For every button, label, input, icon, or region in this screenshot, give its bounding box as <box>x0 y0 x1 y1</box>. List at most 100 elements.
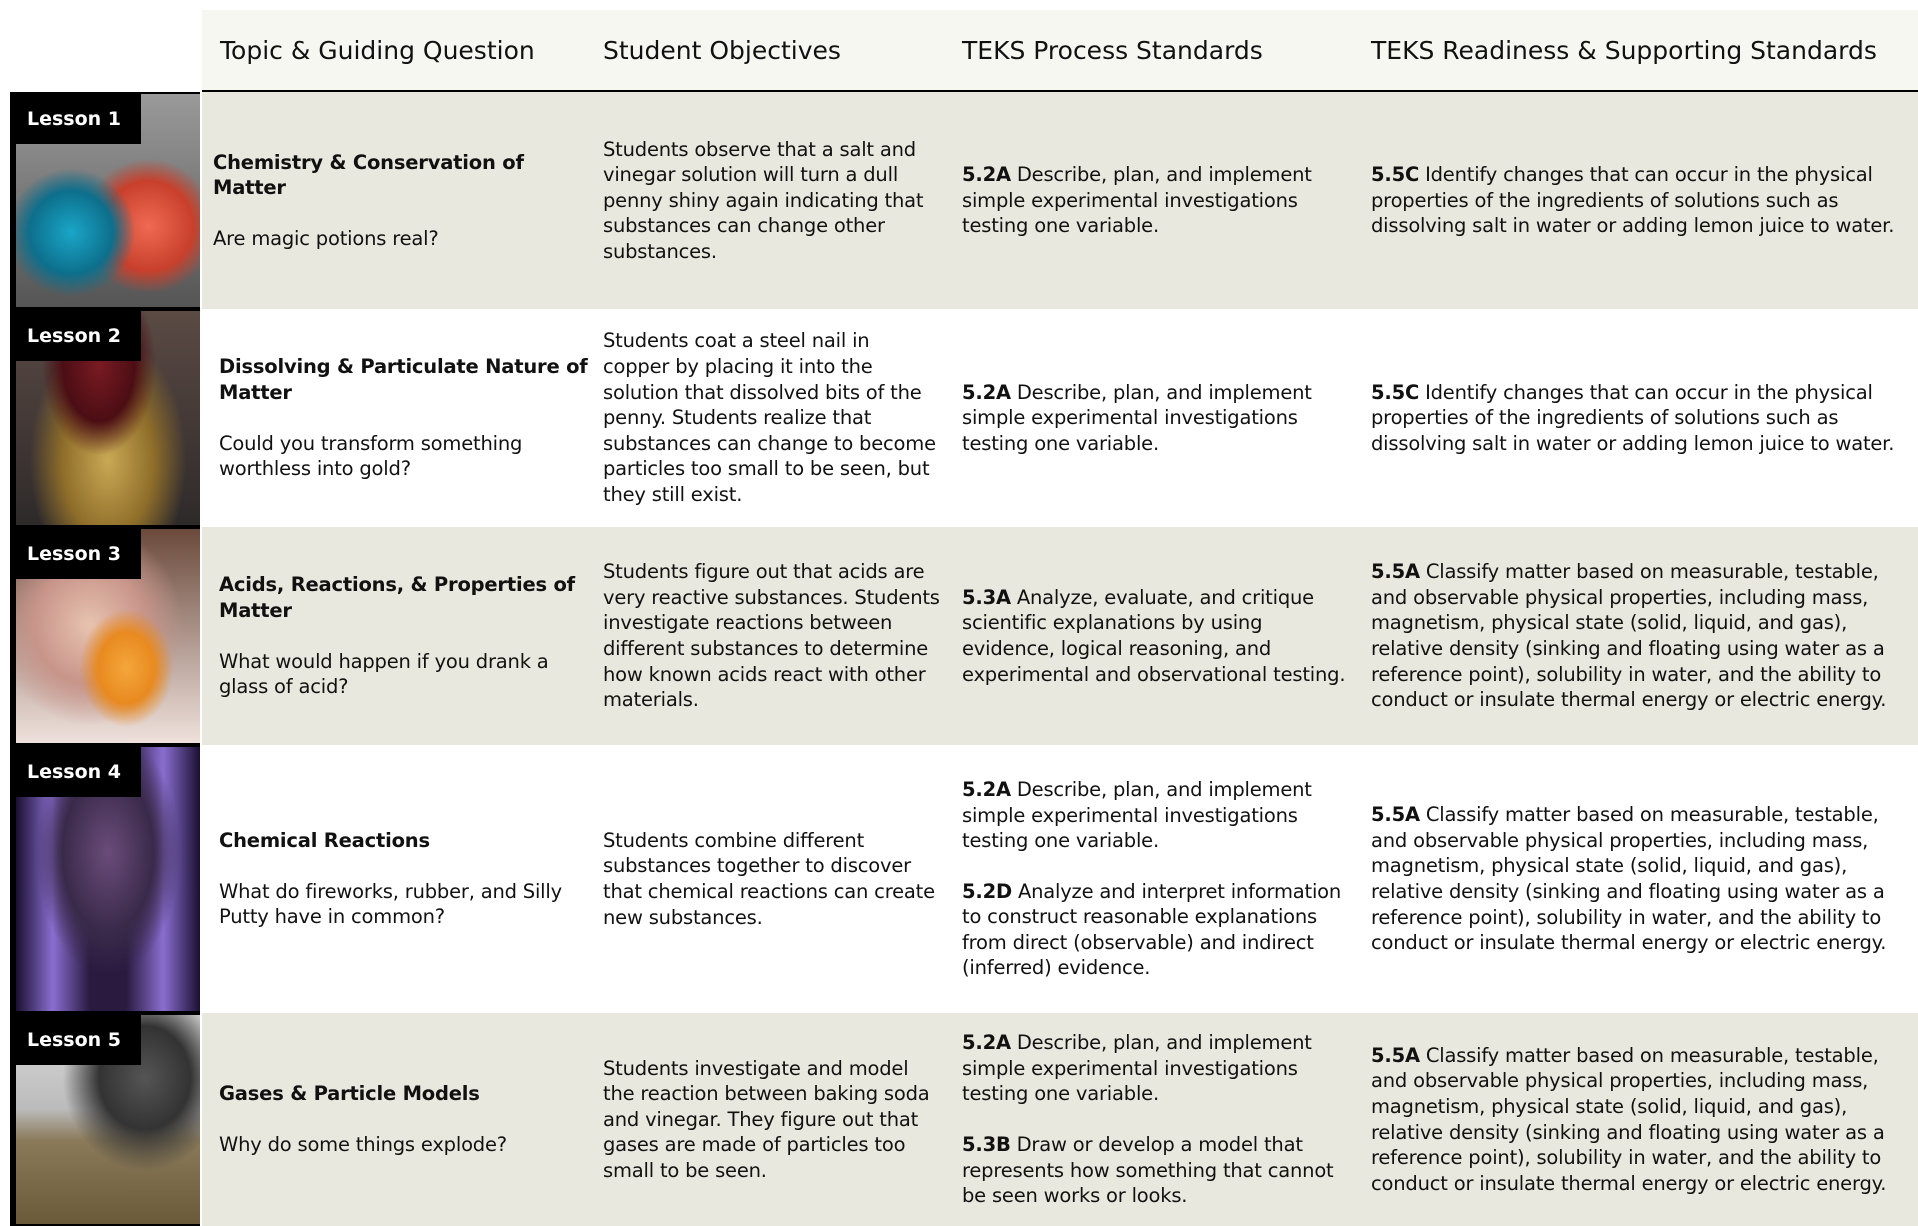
objectives-cell: Students observe that a salt and vinegar… <box>603 92 940 309</box>
objectives: Students investigate and model the react… <box>603 1056 930 1182</box>
standard: 5.2D Analyze and interpret information t… <box>962 879 1352 981</box>
lesson-row: Lesson 4 Chemical Reactions What do firewo… <box>10 745 1918 1013</box>
objectives: Students observe that a salt and vinegar… <box>603 137 924 263</box>
readiness-cell: 5.5C Identify changes that can occur in … <box>1371 92 1911 309</box>
topic: Chemical Reactions <box>219 828 594 854</box>
standard-code: 5.2A <box>962 1031 1011 1055</box>
header: Topic & Guiding Question Student Objecti… <box>202 10 1918 94</box>
standard: 5.2A Describe, plan, and implement simpl… <box>962 380 1352 457</box>
column-header: Student Objectives <box>603 36 841 65</box>
readiness-cell: 5.5A Classify matter based on measurable… <box>1371 745 1911 1013</box>
standard-text: Identify changes that can occur in the p… <box>1371 380 1895 455</box>
standard-text: Classify matter based on measurable, tes… <box>1371 560 1887 712</box>
standard-text: Describe, plan, and implement simple exp… <box>962 777 1312 853</box>
standard: 5.5C Identify changes that can occur in … <box>1371 162 1911 239</box>
topic-cell: Acids, Reactions, & Properties of Matter… <box>219 527 594 745</box>
topic: Dissolving & Particulate Nature of Matte… <box>219 354 594 405</box>
lesson-row: Lesson 1 Chemistry & Conservation of Matt… <box>10 92 1918 309</box>
lesson-image: Lesson 5 <box>10 1013 200 1226</box>
standard-code: 5.5A <box>1371 560 1420 584</box>
standard: 5.5A Classify matter based on measurable… <box>1371 1043 1911 1197</box>
objectives: Students combine different substances to… <box>603 828 935 929</box>
standard-code: 5.3A <box>962 585 1011 609</box>
standard: 5.5C Identify changes that can occur in … <box>1371 380 1911 457</box>
lesson-label: Lesson 1 <box>10 92 142 144</box>
guiding-question: Are magic potions real? <box>213 226 439 250</box>
process-cell: 5.3A Analyze, evaluate, and critique sci… <box>962 527 1352 745</box>
standard: 5.2A Describe, plan, and implement simpl… <box>962 162 1352 239</box>
standard-code: 5.2A <box>962 777 1011 801</box>
topic: Gases & Particle Models <box>219 1081 594 1107</box>
standard-code: 5.3B <box>962 1133 1011 1156</box>
standard-code: 5.5C <box>1371 163 1420 187</box>
standard-text: Analyze, evaluate, and critique scientif… <box>962 585 1346 686</box>
lesson-image: Lesson 1 <box>10 92 200 309</box>
standard-code: 5.5A <box>1371 1043 1420 1067</box>
standard: 5.5A Classify matter based on measurable… <box>1371 559 1911 713</box>
topic-cell: Dissolving & Particulate Nature of Matte… <box>219 309 594 527</box>
standard-text: Describe, plan, and implement simple exp… <box>962 1031 1312 1106</box>
topic-title: Chemical Reactions <box>219 829 430 853</box>
lesson-row: Lesson 2 Dissolving & Particulate Nature … <box>10 309 1918 527</box>
readiness-cell: 5.5C Identify changes that can occur in … <box>1371 309 1911 527</box>
standard-text: Describe, plan, and implement simple exp… <box>962 380 1312 455</box>
topic-cell: Gases & Particle Models Why do some thing… <box>219 1013 594 1226</box>
standard: 5.2A Describe, plan, and implement simpl… <box>962 1030 1352 1107</box>
topic-title: Gases & Particle Models <box>219 1082 480 1106</box>
topic-title: Chemistry & Conservation of Matter <box>213 150 524 200</box>
objectives-cell: Students coat a steel nail in copper by … <box>603 309 940 527</box>
lesson-label: Lesson 4 <box>10 745 142 797</box>
objectives-cell: Students investigate and model the react… <box>603 1013 940 1226</box>
standard-code: 5.2A <box>962 163 1011 187</box>
standard-code: 5.2D <box>962 879 1012 903</box>
objectives: Students coat a steel nail in copper by … <box>603 329 936 506</box>
guiding-question: Could you transform something worthless … <box>219 431 523 481</box>
lesson-row: Lesson 5 Gases & Particle Models Why do so… <box>10 1013 1918 1226</box>
standard-code: 5.2A <box>962 380 1011 404</box>
standard-text: Classify matter based on measurable, tes… <box>1371 803 1887 955</box>
process-cell: 5.2A Describe, plan, and implement simpl… <box>962 92 1352 309</box>
column-header: TEKS Readiness & Supporting Standards <box>1371 36 1877 65</box>
row-background <box>202 1013 1918 1226</box>
standard: 5.3A Analyze, evaluate, and critique sci… <box>962 585 1352 687</box>
guiding-question: What would happen if you drank a glass o… <box>219 649 549 699</box>
column-header: Topic & Guiding Question <box>220 36 535 65</box>
standard: 5.2A Describe, plan, and implement simpl… <box>962 777 1352 854</box>
readiness-cell: 5.5A Classify matter based on measurable… <box>1371 527 1911 745</box>
lesson-label: Lesson 5 <box>10 1013 142 1065</box>
standard-text: Identify changes that can occur in the p… <box>1371 163 1895 238</box>
standard-text: Draw or develop a model that represents … <box>962 1133 1334 1208</box>
topic-cell: Chemistry & Conservation of Matter Are ma… <box>213 92 588 309</box>
guiding-question: Why do some things explode? <box>219 1133 507 1156</box>
lesson-image: Lesson 4 <box>10 745 200 1013</box>
topic-title: Dissolving & Particulate Nature of Matte… <box>219 355 588 404</box>
row-background <box>202 309 1918 527</box>
standard-code: 5.5C <box>1371 380 1420 404</box>
topic-cell: Chemical Reactions What do fireworks, rub… <box>219 745 594 1013</box>
column-header: TEKS Process Standards <box>962 36 1263 65</box>
readiness-cell: 5.5A Classify matter based on measurable… <box>1371 1013 1911 1226</box>
topic-title: Acids, Reactions, & Properties of Matter <box>219 573 575 622</box>
process-cell: 5.2A Describe, plan, and implement simpl… <box>962 745 1352 1013</box>
lesson-label: Lesson 2 <box>10 309 142 361</box>
standard: 5.3B Draw or develop a model that repres… <box>962 1132 1352 1209</box>
lesson-image: Lesson 2 <box>10 309 200 527</box>
standard-text: Classify matter based on measurable, tes… <box>1371 1043 1887 1195</box>
objectives: Students figure out that acids are very … <box>603 560 940 712</box>
lesson-image: Lesson 3 <box>10 527 200 745</box>
standard-text: Describe, plan, and implement simple exp… <box>962 163 1312 238</box>
standard-code: 5.5A <box>1371 803 1420 827</box>
objectives-cell: Students combine different substances to… <box>603 745 940 1013</box>
objectives-cell: Students figure out that acids are very … <box>603 527 940 745</box>
row-background <box>202 527 1918 745</box>
guiding-question: What do fireworks, rubber, and Silly Put… <box>219 879 562 929</box>
standard-text: Analyze and interpret information to con… <box>962 879 1342 980</box>
row-background <box>202 92 1918 309</box>
standard: 5.5A Classify matter based on measurable… <box>1371 802 1911 956</box>
process-cell: 5.2A Describe, plan, and implement simpl… <box>962 1013 1352 1226</box>
row-background <box>202 745 1918 1013</box>
lesson-label: Lesson 3 <box>10 527 142 579</box>
lesson-row: Lesson 3 Acids, Reactions, & Properties o… <box>10 527 1918 745</box>
topic: Acids, Reactions, & Properties of Matter <box>219 572 594 623</box>
